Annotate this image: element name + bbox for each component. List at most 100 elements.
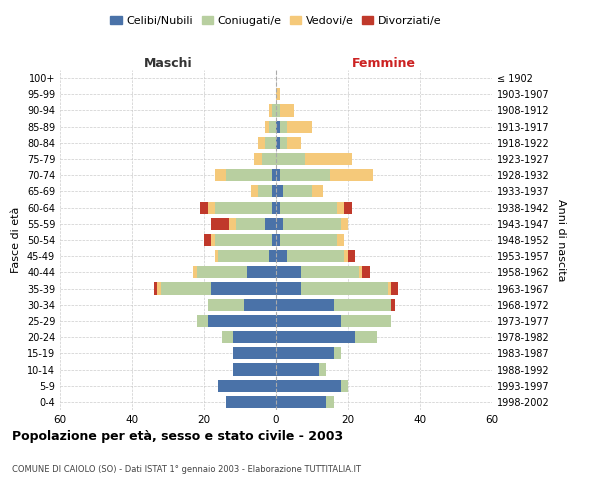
Bar — [341, 315, 391, 327]
Bar — [280, 169, 330, 181]
Bar — [272, 169, 276, 181]
Bar — [211, 218, 229, 230]
Bar — [362, 266, 370, 278]
Bar — [319, 364, 326, 376]
Bar — [269, 250, 276, 262]
Bar — [287, 137, 301, 149]
Bar — [276, 298, 334, 311]
Bar — [337, 234, 344, 246]
Bar — [211, 282, 276, 294]
Bar — [276, 169, 280, 181]
Bar — [229, 218, 236, 230]
Bar — [211, 234, 215, 246]
Bar — [218, 380, 276, 392]
Bar — [197, 266, 247, 278]
Bar — [283, 218, 341, 230]
Bar — [276, 186, 283, 198]
Bar — [276, 266, 301, 278]
Bar — [348, 250, 355, 262]
Bar — [269, 104, 272, 117]
Bar — [218, 250, 269, 262]
Bar — [269, 120, 276, 132]
Bar — [287, 120, 312, 132]
Bar — [226, 396, 276, 408]
Bar — [236, 218, 265, 230]
Bar — [305, 153, 352, 165]
Bar — [391, 282, 398, 294]
Bar — [337, 202, 344, 213]
Bar — [161, 282, 211, 294]
Y-axis label: Anni di nascita: Anni di nascita — [556, 198, 566, 281]
Bar — [193, 266, 197, 278]
Bar — [276, 315, 341, 327]
Bar — [341, 218, 348, 230]
Bar — [344, 250, 348, 262]
Bar — [272, 234, 276, 246]
Bar — [283, 186, 312, 198]
Bar — [208, 298, 244, 311]
Text: Maschi: Maschi — [143, 57, 193, 70]
Bar — [276, 282, 301, 294]
Bar — [215, 250, 218, 262]
Bar — [276, 88, 280, 101]
Text: Popolazione per età, sesso e stato civile - 2003: Popolazione per età, sesso e stato civil… — [12, 430, 343, 443]
Bar — [330, 169, 373, 181]
Bar — [341, 380, 348, 392]
Bar — [276, 137, 280, 149]
Bar — [280, 104, 294, 117]
Bar — [276, 104, 280, 117]
Bar — [301, 282, 388, 294]
Bar — [251, 186, 258, 198]
Bar — [276, 348, 334, 360]
Bar — [272, 186, 276, 198]
Bar — [287, 250, 344, 262]
Bar — [334, 298, 391, 311]
Bar — [334, 348, 341, 360]
Bar — [276, 331, 355, 343]
Y-axis label: Fasce di età: Fasce di età — [11, 207, 21, 273]
Bar — [280, 137, 287, 149]
Bar — [258, 186, 272, 198]
Bar — [208, 202, 215, 213]
Bar — [391, 298, 395, 311]
Bar — [280, 202, 337, 213]
Text: COMUNE DI CAIOLO (SO) - Dati ISTAT 1° gennaio 2003 - Elaborazione TUTTITALIA.IT: COMUNE DI CAIOLO (SO) - Dati ISTAT 1° ge… — [12, 465, 361, 474]
Bar — [359, 266, 362, 278]
Bar — [276, 364, 319, 376]
Bar — [233, 348, 276, 360]
Bar — [265, 137, 276, 149]
Bar — [247, 266, 276, 278]
Bar — [272, 104, 276, 117]
Bar — [280, 120, 287, 132]
Bar — [276, 396, 326, 408]
Bar — [276, 202, 280, 213]
Bar — [276, 380, 341, 392]
Bar — [254, 153, 262, 165]
Bar — [355, 331, 377, 343]
Bar — [326, 396, 334, 408]
Bar — [258, 137, 265, 149]
Bar — [262, 153, 276, 165]
Bar — [200, 202, 208, 213]
Bar — [265, 218, 276, 230]
Bar — [157, 282, 161, 294]
Bar — [215, 234, 272, 246]
Bar — [344, 202, 352, 213]
Bar — [280, 234, 337, 246]
Bar — [215, 202, 272, 213]
Bar — [154, 282, 157, 294]
Bar — [272, 202, 276, 213]
Bar — [276, 250, 287, 262]
Bar — [233, 331, 276, 343]
Bar — [215, 169, 226, 181]
Bar — [208, 315, 276, 327]
Bar — [226, 169, 272, 181]
Bar — [276, 234, 280, 246]
Bar — [244, 298, 276, 311]
Bar — [204, 234, 211, 246]
Bar — [265, 120, 269, 132]
Bar — [301, 266, 359, 278]
Bar — [197, 315, 208, 327]
Bar — [233, 364, 276, 376]
Bar — [276, 153, 305, 165]
